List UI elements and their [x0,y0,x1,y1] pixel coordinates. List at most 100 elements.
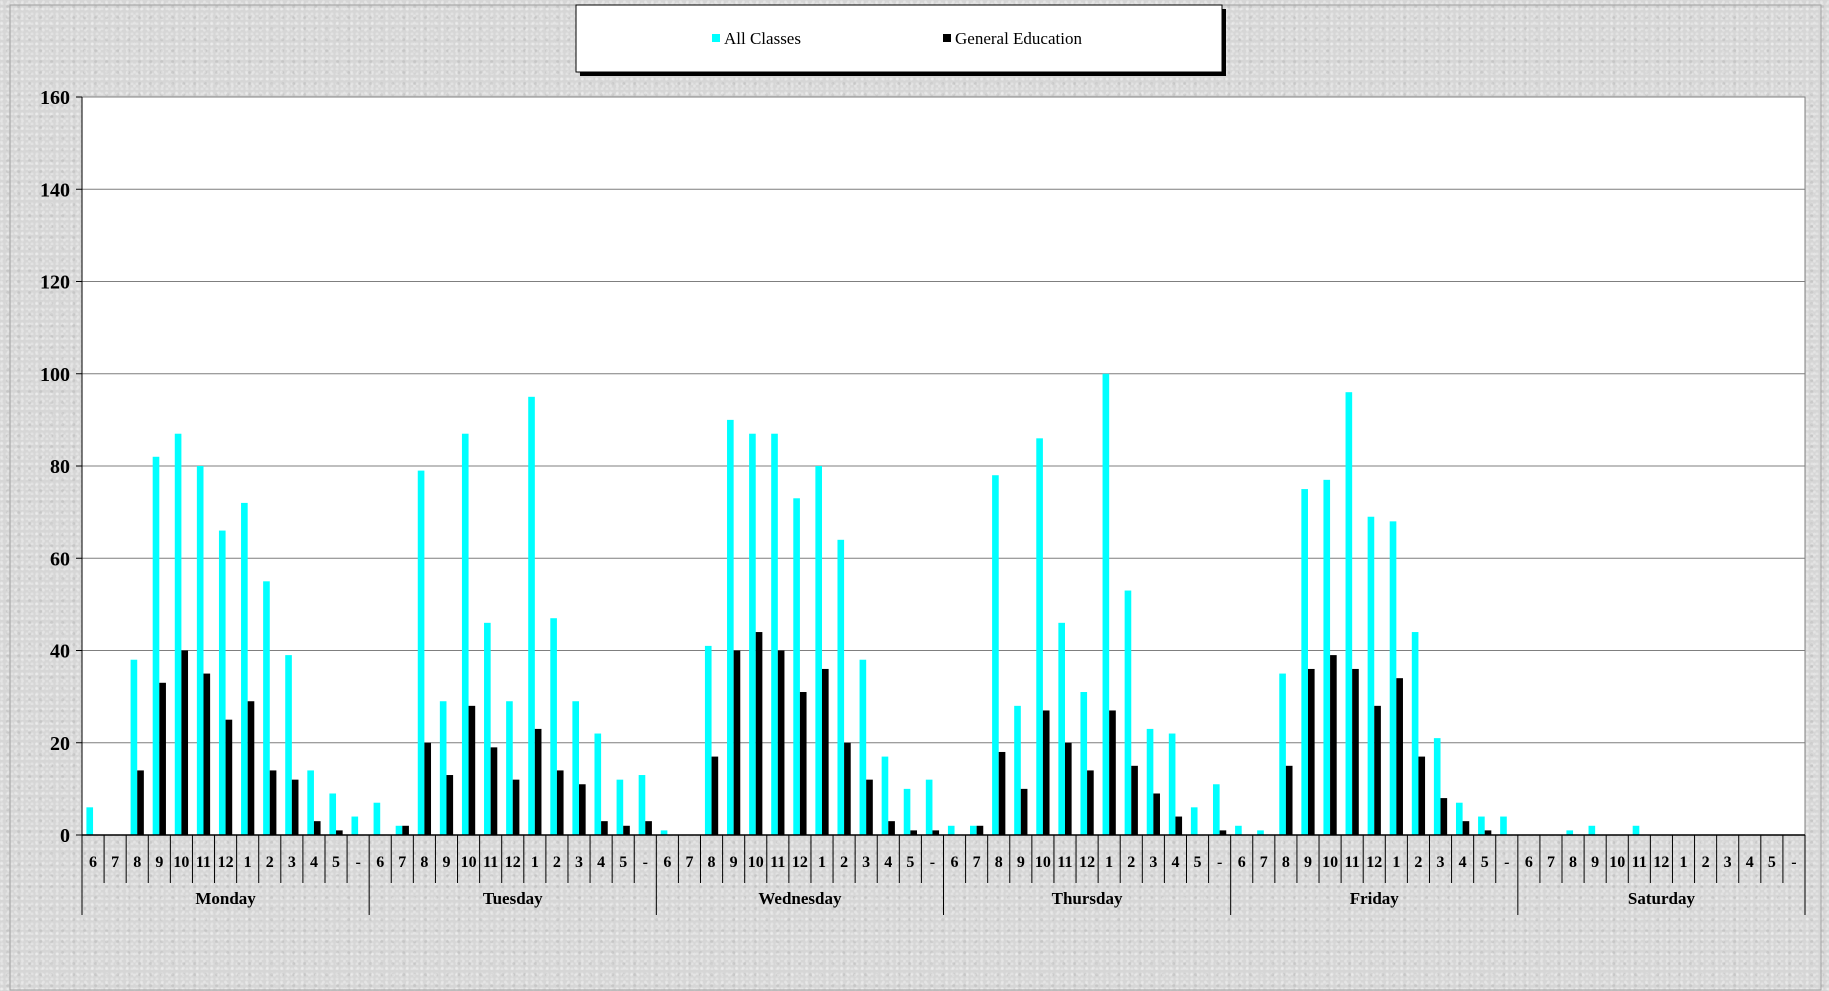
x-tick-label: - [1217,854,1222,871]
y-tick-label: 80 [50,456,70,478]
x-tick-label: 3 [1724,854,1732,871]
bar-all-classes [594,733,602,835]
x-tick-label: 2 [840,854,848,871]
bar-all-classes [395,825,403,835]
x-tick-label: 11 [1632,854,1647,871]
x-tick-label: 2 [266,854,274,871]
x-tick-label: 6 [89,854,97,871]
bar-all-classes [837,539,845,835]
bar-general-education [137,770,144,835]
bar-all-classes [1146,728,1154,835]
x-tick-label: 7 [685,854,693,871]
bar-all-classes [1389,521,1397,835]
x-tick-label: 11 [770,854,785,871]
bar-general-education [446,775,454,835]
bar-all-classes [1080,692,1088,835]
bar-general-education [888,821,895,835]
x-tick-label: 3 [1149,854,1157,871]
bar-general-education [1042,710,1050,835]
bar-general-education [799,692,807,835]
x-tick-label: 6 [376,854,384,871]
x-tick-label: 2 [1414,854,1422,871]
x-tick-label: 10 [461,854,477,871]
bar-general-education [844,742,851,835]
x-axis: 6 7 8 9 10 11 12 1 2 3 4 5-6 7 8 9 10 11 12 1 2 3 4 5-6 7 8 9 10 11… [81,834,1806,915]
x-tick-label: 10 [1609,854,1625,871]
bar-general-education [645,821,652,835]
bar-general-education [1131,765,1138,835]
bar-all-classes [285,655,292,835]
day-label: Thursday [1052,889,1123,908]
bar-all-classes [417,470,425,835]
x-tick-label: 8 [1569,854,1577,871]
bar-all-classes [174,433,182,835]
bar-all-classes [859,659,867,835]
y-tick-label: 0 [60,825,70,847]
x-tick-label: 1 [531,854,539,871]
bar-all-classes [947,825,955,835]
bar-all-classes [484,622,491,835]
x-tick-label: 11 [1345,854,1360,871]
bar-all-classes [1345,392,1353,835]
bar-general-education [777,650,785,835]
legend-swatch-general-education [943,34,951,42]
bar-all-classes [1301,489,1308,835]
y-axis: 0 20 40 60 80 100 120 140 160 [40,87,83,847]
bar-all-classes [1279,673,1286,835]
bar-all-classes [263,581,270,835]
bar-general-education [402,825,409,835]
bar-general-education [225,719,233,835]
bar-general-education [601,821,608,835]
bar-general-education [490,747,498,835]
bar-all-classes [1588,825,1596,835]
bar-all-classes [1124,590,1132,835]
bar-general-education [932,830,940,835]
x-tick-label: 1 [244,854,252,871]
bar-all-classes [572,701,580,835]
bar-general-education [269,770,277,835]
bar-general-education [1307,668,1315,835]
bar-all-classes [771,433,778,835]
x-tick-label: 5 [906,854,914,871]
day-label: Monday [195,889,256,908]
gridlines [82,96,1805,744]
bar-general-education [291,779,299,835]
bar-general-education [1219,830,1227,835]
day-label: Friday [1350,889,1400,908]
x-tick-label: 12 [1366,854,1382,871]
bar-all-classes [1500,816,1507,835]
bar-general-education [181,650,189,835]
x-tick-label: 9 [442,854,450,871]
bar-general-education [512,779,520,835]
x-tick-label: 1 [1105,854,1113,871]
x-tick-label: 5 [619,854,627,871]
x-tick-label: - [930,854,935,871]
bar-all-classes [1323,479,1331,835]
bar-general-education [1440,798,1448,835]
bar-general-education [1484,830,1492,835]
x-tick-label: 7 [1547,854,1555,871]
x-tick-label: 8 [1282,854,1290,871]
legend-label-all-classes: All Classes [724,29,801,48]
x-tick-label: 4 [597,854,605,871]
x-tick-label: 7 [1260,854,1268,871]
day-label: Tuesday [483,889,543,908]
x-tick-label: 1 [818,854,826,871]
bar-all-classes [660,830,668,835]
bar-all-classes [1036,438,1043,835]
x-tick-label: 8 [708,854,716,871]
bar-general-education [247,701,255,835]
x-tick-label: 8 [133,854,141,871]
x-tick-label: 7 [111,854,119,871]
bar-all-classes [373,802,381,835]
bar-all-classes [1058,622,1065,835]
bar-all-classes [351,816,359,835]
y-tick-label: 160 [40,87,70,109]
x-tick-label: 1 [1680,854,1688,871]
x-tick-label: 10 [1322,854,1338,871]
x-tick-label: - [1791,854,1796,871]
x-tick-label: 12 [792,854,808,871]
x-tick-label: 4 [884,854,892,871]
bar-all-classes [970,825,977,835]
